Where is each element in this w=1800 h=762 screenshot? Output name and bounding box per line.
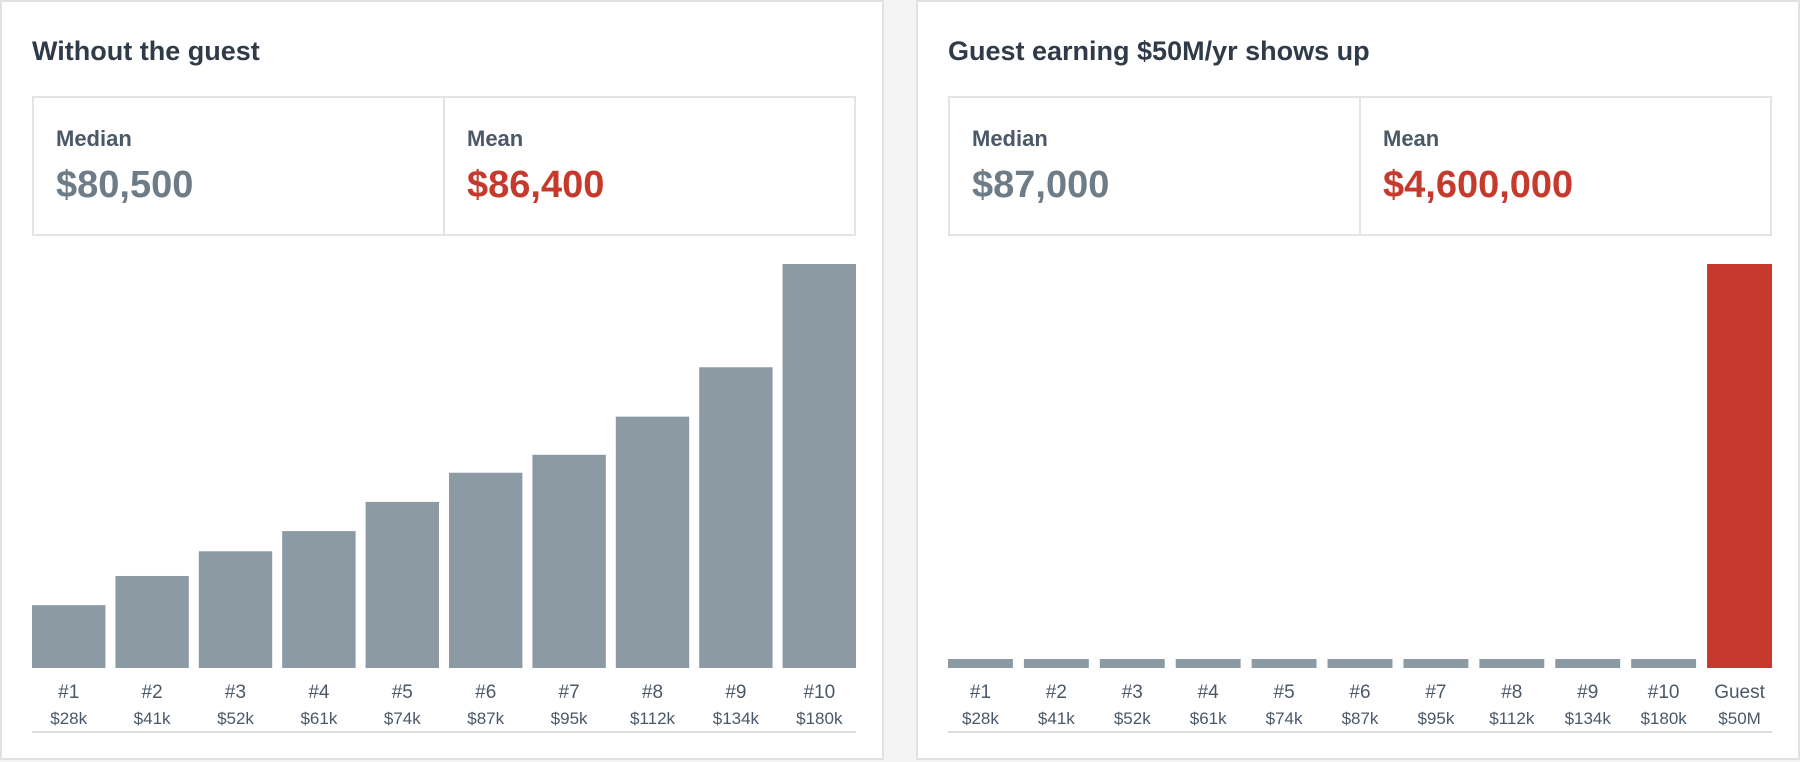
x-tick-label: #4 — [308, 682, 330, 703]
median-stat: Median $87,000 — [950, 98, 1359, 234]
mean-stat: Mean $86,400 — [443, 98, 854, 234]
x-tick-value-label: $61k — [1190, 709, 1227, 728]
bar-10 — [782, 264, 856, 668]
bar-chart-with-guest: #1 $28k #2 $41k #3 $52k #4 $61k #5 $74k #6 $87k #7 $9… — [948, 264, 1772, 733]
x-tick-label: #8 — [1501, 682, 1522, 703]
median-value: $87,000 — [972, 164, 1110, 206]
x-tick-label: #3 — [1122, 682, 1143, 703]
x-tick-value-label: $112k — [1489, 709, 1535, 728]
bar-10 — [1631, 659, 1697, 668]
x-tick-value-label: $112k — [630, 709, 676, 728]
x-tick-label: #4 — [1198, 682, 1220, 703]
x-tick-value-label: $61k — [300, 709, 337, 728]
x-tick-label: #8 — [642, 682, 663, 703]
stats-row: Median $87,000 Mean $4,600,000 — [948, 96, 1772, 236]
x-tick-label: #9 — [725, 682, 746, 703]
stats-row: Median $80,500 Mean $86,400 — [32, 96, 856, 236]
mean-stat: Mean $4,600,000 — [1359, 98, 1770, 234]
mean-value: $4,600,000 — [1383, 164, 1574, 206]
bar-8 — [1479, 659, 1545, 668]
bar-8 — [615, 416, 690, 668]
x-tick-value-label: $41k — [134, 709, 171, 728]
bar-5 — [365, 501, 439, 668]
x-tick-value-label: $87k — [1342, 709, 1379, 728]
bar-1 — [948, 659, 1013, 668]
bar-2 — [115, 575, 189, 668]
x-tick-label: Guest — [1714, 682, 1765, 703]
x-tick-value-label: $41k — [1038, 709, 1075, 728]
bar-guest — [1707, 264, 1772, 668]
bar-2 — [1023, 659, 1089, 668]
bar-7 — [532, 454, 606, 668]
x-tick-value-label: $74k — [384, 709, 421, 728]
x-tick-value-label: $50M — [1718, 709, 1761, 728]
x-tick-value-label: $95k — [1417, 709, 1454, 728]
bar-6 — [449, 472, 523, 668]
x-tick-label: #10 — [803, 682, 835, 703]
x-tick-label: #3 — [225, 682, 246, 703]
bar-3 — [1099, 659, 1165, 668]
bar-4 — [1175, 659, 1241, 668]
median-label: Median — [972, 126, 1048, 151]
x-tick-value-label: $52k — [217, 709, 254, 728]
x-tick-value-label: $52k — [1114, 709, 1151, 728]
panel-title: Without the guest — [32, 36, 260, 66]
median-stat: Median $80,500 — [34, 98, 443, 234]
x-tick-value-label: $180k — [796, 709, 843, 728]
bar-chart-without-guest: #1 $28k #2 $41k #3 $52k #4 $61k #5 $74k #6 $87k #7 $9… — [32, 264, 856, 733]
x-tick-label: #7 — [1425, 682, 1446, 703]
x-tick-value-label: $87k — [467, 709, 504, 728]
right-panel: Guest earning $50M/yr shows up Median $8… — [916, 0, 1800, 760]
x-tick-label: #1 — [58, 682, 79, 703]
x-tick-value-label: $134k — [1565, 709, 1612, 728]
x-tick-label: #9 — [1577, 682, 1598, 703]
x-tick-label: #6 — [475, 682, 496, 703]
median-value: $80,500 — [56, 164, 194, 206]
mean-value: $86,400 — [467, 164, 605, 206]
x-tick-label: #10 — [1648, 682, 1680, 703]
x-tick-value-label: $95k — [551, 709, 588, 728]
x-tick-value-label: $28k — [962, 709, 999, 728]
bar-6 — [1327, 659, 1393, 668]
left-panel: Without the guest Median $80,500 Mean $8… — [0, 0, 884, 760]
x-tick-label: #5 — [1274, 682, 1295, 703]
mean-label: Mean — [467, 126, 524, 151]
bar-7 — [1403, 659, 1469, 668]
x-tick-label: #1 — [970, 682, 991, 703]
x-tick-value-label: $134k — [713, 709, 760, 728]
bar-3 — [198, 551, 273, 668]
panel-title: Guest earning $50M/yr shows up — [948, 36, 1370, 66]
x-tick-value-label: $74k — [1266, 709, 1303, 728]
bar-5 — [1251, 659, 1317, 668]
x-tick-value-label: $180k — [1640, 709, 1687, 728]
x-tick-value-label: $28k — [50, 709, 87, 728]
bar-1 — [32, 605, 106, 668]
x-tick-label: #6 — [1349, 682, 1370, 703]
bar-9 — [699, 367, 773, 668]
mean-label: Mean — [1383, 126, 1440, 151]
x-tick-label: #2 — [142, 682, 163, 703]
x-tick-label: #2 — [1046, 682, 1067, 703]
bar-9 — [1555, 659, 1621, 668]
bar-4 — [282, 531, 356, 668]
x-tick-label: #7 — [559, 682, 580, 703]
median-label: Median — [56, 126, 132, 151]
x-tick-label: #5 — [392, 682, 413, 703]
